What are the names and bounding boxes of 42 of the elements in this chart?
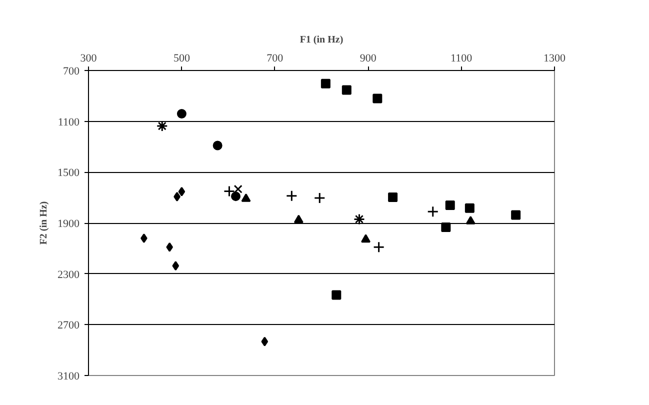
x-tick-label: 1100 <box>450 52 473 64</box>
point <box>466 216 476 224</box>
point <box>372 94 382 104</box>
point <box>332 290 342 300</box>
x-tick-label: 700 <box>266 52 284 64</box>
x-tick-label: 1300 <box>544 52 566 64</box>
y-tick-label: 1900 <box>58 218 80 230</box>
point <box>388 192 398 202</box>
point <box>176 108 186 118</box>
x-tick-label: 300 <box>80 52 98 64</box>
point <box>294 214 304 224</box>
x-axis-title: F1 (in Hz) <box>300 34 344 46</box>
point <box>441 222 451 232</box>
x-tick-label: 500 <box>173 52 190 64</box>
point <box>261 336 268 346</box>
point <box>464 203 474 213</box>
point <box>342 85 352 95</box>
y-tick-label: 3100 <box>58 370 80 382</box>
point <box>320 78 330 88</box>
point <box>231 192 241 202</box>
point <box>140 234 148 243</box>
point <box>511 210 521 220</box>
y-tick-label: 1100 <box>58 116 80 128</box>
point <box>427 206 439 218</box>
point <box>286 190 298 202</box>
point <box>178 186 186 196</box>
x-tick-label: 900 <box>360 52 377 64</box>
point <box>212 140 222 150</box>
y-tick-label: 2700 <box>58 320 80 332</box>
point <box>172 261 180 271</box>
point <box>353 213 365 225</box>
point <box>373 241 385 253</box>
y-axis-title: F2 (in Hz) <box>38 201 50 245</box>
y-tick-label: 700 <box>63 66 80 78</box>
point <box>174 192 180 202</box>
y-tick-label: 1500 <box>58 167 80 180</box>
point <box>445 200 455 210</box>
point <box>361 234 371 243</box>
point <box>314 192 326 204</box>
point <box>241 193 251 202</box>
y-tick-label: 2300 <box>58 268 80 281</box>
point <box>166 242 173 252</box>
